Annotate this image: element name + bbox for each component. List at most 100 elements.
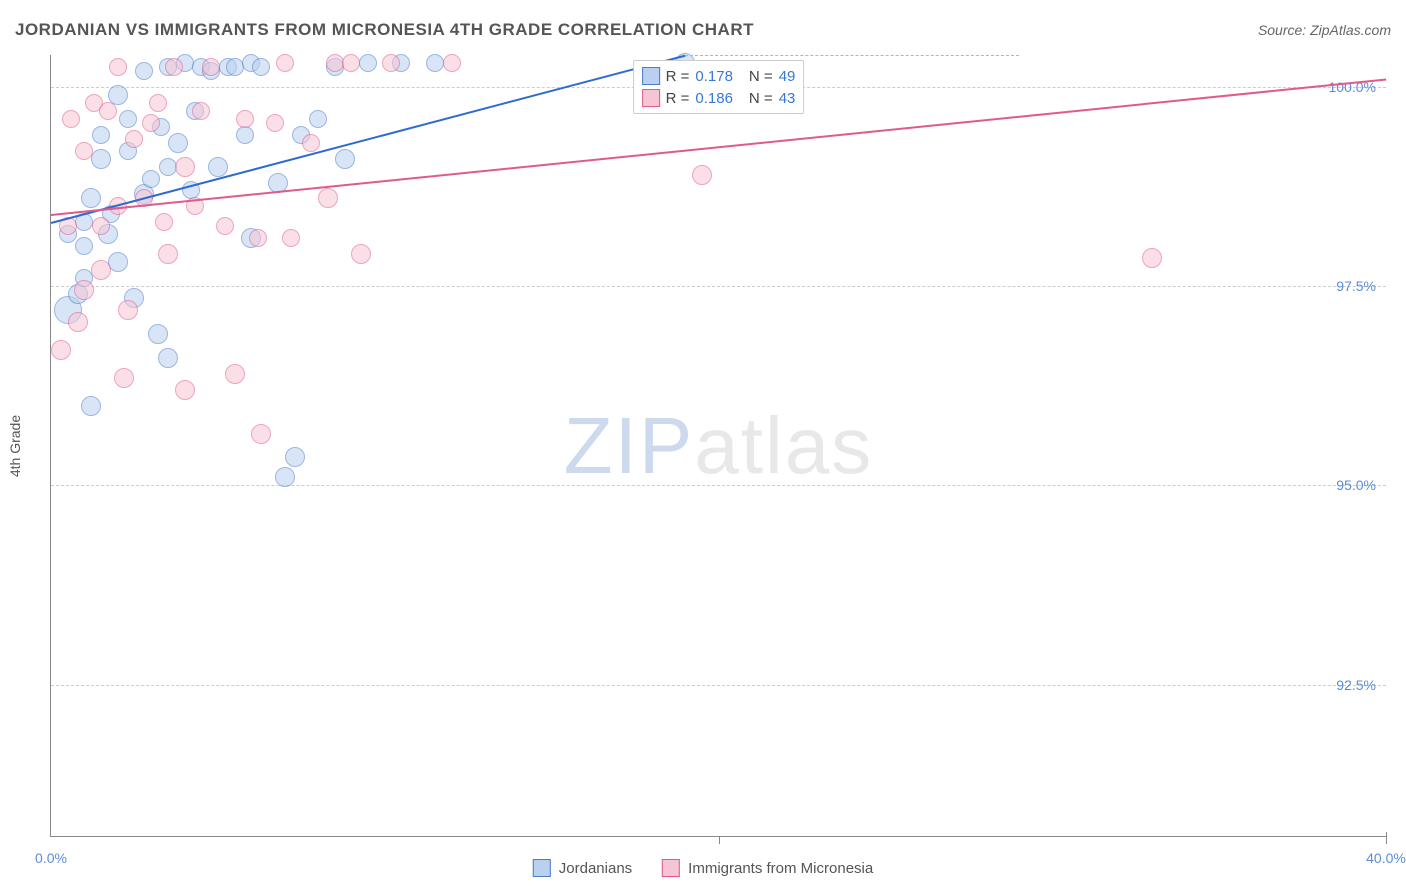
plot-area: ZIPatlas R = 0.178 N = 49 R = 0.186 N = 43 92.5… bbox=[50, 55, 1386, 837]
legend-swatch bbox=[533, 859, 551, 877]
legend-swatch bbox=[642, 67, 660, 85]
data-point bbox=[226, 58, 244, 76]
data-point bbox=[81, 396, 101, 416]
data-point bbox=[275, 467, 295, 487]
data-point bbox=[114, 368, 134, 388]
data-point bbox=[326, 54, 344, 72]
data-point bbox=[75, 237, 93, 255]
x-tick-label: 0.0% bbox=[35, 850, 67, 866]
data-point bbox=[208, 157, 228, 177]
data-point bbox=[285, 447, 305, 467]
trend-line bbox=[51, 55, 686, 224]
data-point bbox=[252, 58, 270, 76]
n-value: 49 bbox=[779, 68, 796, 85]
legend-corr-row: R = 0.178 N = 49 bbox=[642, 65, 796, 87]
watermark-a: ZIP bbox=[564, 401, 694, 490]
data-point bbox=[75, 142, 93, 160]
data-point bbox=[236, 110, 254, 128]
chart-container: JORDANIAN VS IMMIGRANTS FROM MICRONESIA … bbox=[0, 0, 1406, 892]
data-point bbox=[251, 424, 271, 444]
data-point bbox=[158, 244, 178, 264]
data-point bbox=[359, 54, 377, 72]
data-point bbox=[202, 58, 220, 76]
data-point bbox=[692, 165, 712, 185]
gridline-h bbox=[51, 685, 1386, 686]
r-label: R = bbox=[666, 68, 690, 85]
r-value: 0.186 bbox=[695, 90, 733, 107]
watermark-b: atlas bbox=[694, 401, 873, 490]
data-point bbox=[192, 102, 210, 120]
data-point bbox=[236, 126, 254, 144]
n-label: N = bbox=[749, 68, 773, 85]
data-point bbox=[302, 134, 320, 152]
n-label: N = bbox=[749, 90, 773, 107]
data-point bbox=[158, 348, 178, 368]
legend-swatch bbox=[642, 89, 660, 107]
data-point bbox=[351, 244, 371, 264]
data-point bbox=[99, 102, 117, 120]
data-point bbox=[282, 229, 300, 247]
data-point bbox=[51, 340, 71, 360]
data-point bbox=[155, 213, 173, 231]
data-point bbox=[249, 229, 267, 247]
chart-title: JORDANIAN VS IMMIGRANTS FROM MICRONESIA … bbox=[15, 20, 754, 40]
y-axis-label: 4th Grade bbox=[7, 415, 23, 477]
data-point bbox=[62, 110, 80, 128]
data-point bbox=[426, 54, 444, 72]
data-point bbox=[91, 260, 111, 280]
data-point bbox=[91, 149, 111, 169]
data-point bbox=[118, 300, 138, 320]
r-label: R = bbox=[666, 90, 690, 107]
data-point bbox=[148, 324, 168, 344]
data-point bbox=[142, 170, 160, 188]
legend-corr-row: R = 0.186 N = 43 bbox=[642, 87, 796, 109]
data-point bbox=[1142, 248, 1162, 268]
trend-line-dash bbox=[685, 55, 1019, 56]
y-tick-label: 95.0% bbox=[1336, 477, 1376, 493]
legend-label: Jordanians bbox=[559, 860, 632, 877]
data-point bbox=[175, 380, 195, 400]
data-point bbox=[81, 188, 101, 208]
data-point bbox=[382, 54, 400, 72]
legend-correlation: R = 0.178 N = 49 R = 0.186 N = 43 bbox=[633, 60, 805, 114]
data-point bbox=[443, 54, 461, 72]
x-minor-tick bbox=[719, 836, 720, 844]
gridline-h bbox=[51, 485, 1386, 486]
data-point bbox=[168, 133, 188, 153]
n-value: 43 bbox=[779, 90, 796, 107]
data-point bbox=[342, 54, 360, 72]
data-point bbox=[149, 94, 167, 112]
data-point bbox=[165, 58, 183, 76]
r-value: 0.178 bbox=[695, 68, 733, 85]
data-point bbox=[335, 149, 355, 169]
y-tick-label: 97.5% bbox=[1336, 278, 1376, 294]
watermark: ZIPatlas bbox=[564, 400, 873, 492]
data-point bbox=[225, 364, 245, 384]
data-point bbox=[68, 312, 88, 332]
legend-label: Immigrants from Micronesia bbox=[688, 860, 873, 877]
data-point bbox=[216, 217, 234, 235]
data-point bbox=[318, 188, 338, 208]
data-point bbox=[109, 58, 127, 76]
legend-item: Jordanians bbox=[533, 859, 632, 877]
source-label: Source: ZipAtlas.com bbox=[1258, 22, 1391, 38]
legend-item: Immigrants from Micronesia bbox=[662, 859, 873, 877]
gridline-h bbox=[51, 286, 1386, 287]
data-point bbox=[92, 126, 110, 144]
legend-swatch bbox=[662, 859, 680, 877]
data-point bbox=[125, 130, 143, 148]
legend-series: Jordanians Immigrants from Micronesia bbox=[533, 859, 873, 877]
data-point bbox=[92, 217, 110, 235]
title-row: JORDANIAN VS IMMIGRANTS FROM MICRONESIA … bbox=[15, 20, 1391, 40]
x-end-tick bbox=[1386, 832, 1387, 844]
data-point bbox=[142, 114, 160, 132]
data-point bbox=[74, 280, 94, 300]
data-point bbox=[119, 110, 137, 128]
data-point bbox=[135, 62, 153, 80]
data-point bbox=[266, 114, 284, 132]
x-tick-label: 40.0% bbox=[1366, 850, 1406, 866]
y-tick-label: 92.5% bbox=[1336, 677, 1376, 693]
data-point bbox=[175, 157, 195, 177]
data-point bbox=[276, 54, 294, 72]
data-point bbox=[309, 110, 327, 128]
